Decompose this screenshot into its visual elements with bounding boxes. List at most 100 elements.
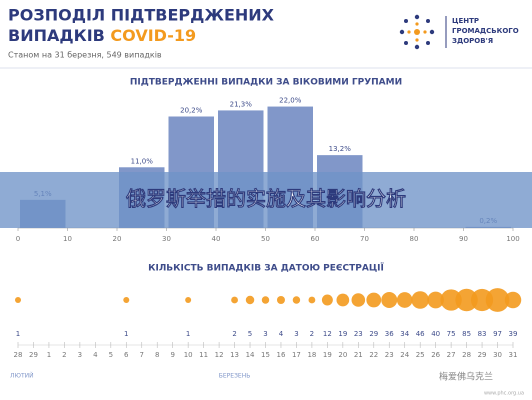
value-label: 21,3% (230, 100, 253, 108)
x-tick-label: 26 (431, 351, 440, 359)
value-label: 13,2% (329, 145, 352, 153)
value-label: 85 (462, 330, 471, 338)
logo-icon (399, 14, 435, 50)
x-tick-label: 29 (478, 351, 487, 359)
x-tick-label: 50 (261, 235, 270, 243)
x-tick-label: 80 (410, 235, 419, 243)
value-label: 29 (369, 330, 378, 338)
bubble (292, 296, 301, 304)
watermark: 梅爱佛乌克兰 (439, 371, 493, 383)
x-tick-label: 20 (338, 351, 347, 359)
x-tick-label: 3 (78, 351, 82, 359)
bubble (245, 295, 255, 305)
x-tick-label: 7 (140, 351, 144, 359)
x-tick-label: 5 (109, 351, 113, 359)
value-label: 46 (416, 330, 425, 338)
x-tick-label: 9 (170, 351, 174, 359)
logo-text: ЦЕНТР (452, 17, 479, 25)
bubble (276, 296, 285, 304)
x-tick-label: 10 (184, 351, 193, 359)
x-tick-label: 100 (506, 235, 519, 243)
x-tick-label: 31 (509, 351, 518, 359)
logo-text: ЗДОРОВ'Я (452, 37, 493, 45)
value-label: 39 (509, 330, 518, 338)
value-label: 5 (248, 330, 252, 338)
x-tick-label: 70 (360, 235, 369, 243)
x-tick-label: 28 (14, 351, 23, 359)
x-tick-label: 2 (62, 351, 66, 359)
value-label: 75 (447, 330, 456, 338)
x-tick-label: 23 (385, 351, 394, 359)
x-tick-label: 6 (124, 351, 129, 359)
bubble (440, 289, 462, 311)
x-tick-label: 29 (29, 351, 38, 359)
value-label: 3 (294, 330, 298, 338)
bubble (308, 296, 316, 304)
x-tick-label: 12 (215, 351, 224, 359)
banner (0, 172, 532, 228)
x-tick-label: 30 (162, 235, 171, 243)
value-label: 1 (16, 330, 20, 338)
value-label: 83 (478, 330, 487, 338)
bubble (231, 296, 238, 304)
x-tick-label: 30 (493, 351, 502, 359)
bubble (396, 292, 413, 308)
title-line1: РОЗПОДІЛ ПІДТВЕРДЖЕНИХ (8, 6, 275, 25)
x-tick-label: 4 (93, 351, 98, 359)
x-tick-label: 25 (416, 351, 425, 359)
x-tick-label: 8 (155, 351, 159, 359)
chart-title: ПІДТВЕРДЖЕННІ ВИПАДКИ ЗА ВІКОВИМИ ГРУПАМ… (130, 78, 402, 88)
value-label: 22,0% (279, 97, 302, 105)
x-tick-label: 10 (63, 235, 72, 243)
logo-text: ГРОМАДСЬКОГО (452, 27, 519, 35)
x-tick-label: 21 (354, 351, 363, 359)
bubble (336, 293, 350, 307)
bubble (381, 292, 398, 308)
bubble (366, 292, 382, 308)
x-tick-label: 14 (246, 351, 255, 359)
x-tick-label: 18 (307, 351, 316, 359)
bubble (455, 288, 478, 312)
month-label: ЛЮТИЙ (10, 373, 34, 380)
value-label: 11,0% (131, 157, 154, 165)
bubble (485, 288, 510, 312)
value-label: 1 (186, 330, 190, 338)
subtitle: Станом на 31 березня, 549 випадків (8, 51, 162, 60)
banner-text: 俄罗斯举措的实施及其影响分析 (125, 187, 406, 211)
chart-title: КІЛЬКІСТЬ ВИПАДКІВ ЗА ДАТОЮ РЕЄСТРАЦІЇ (148, 263, 384, 274)
value-label: 34 (400, 330, 409, 338)
x-tick-label: 11 (199, 351, 208, 359)
x-tick-label: 15 (261, 351, 270, 359)
value-label: 4 (279, 330, 284, 338)
value-label: 1 (124, 330, 128, 338)
value-label: 97 (493, 330, 502, 338)
title-line2-text: ВИПАДКІВ (8, 26, 105, 45)
value-label: 23 (354, 330, 363, 338)
value-label: 3 (263, 330, 267, 338)
x-tick-label: 28 (462, 351, 471, 359)
value-label: 36 (385, 330, 394, 338)
bubble (185, 297, 192, 303)
x-tick-label: 60 (311, 235, 320, 243)
bubble (123, 297, 130, 303)
value-label: 2 (310, 330, 314, 338)
x-tick-label: 27 (447, 351, 456, 359)
x-tick-label: 24 (400, 351, 409, 359)
bubble (261, 296, 270, 304)
value-label: 19 (338, 330, 347, 338)
x-tick-label: 17 (292, 351, 301, 359)
x-tick-label: 90 (459, 235, 468, 243)
title-highlight: COVID-19 (110, 26, 196, 45)
bubble (411, 291, 429, 309)
month-label: БЕРЕЗЕНЬ (219, 373, 251, 380)
value-label: 2 (232, 330, 236, 338)
x-tick-label: 1 (47, 351, 51, 359)
x-tick-label: 22 (369, 351, 378, 359)
bubble (351, 293, 366, 307)
x-tick-label: 20 (113, 235, 122, 243)
watermark-url: www.phc.org.ua (484, 391, 524, 397)
value-label: 20,2% (180, 106, 203, 114)
bubble (15, 297, 21, 303)
value-label: 12 (323, 330, 332, 338)
